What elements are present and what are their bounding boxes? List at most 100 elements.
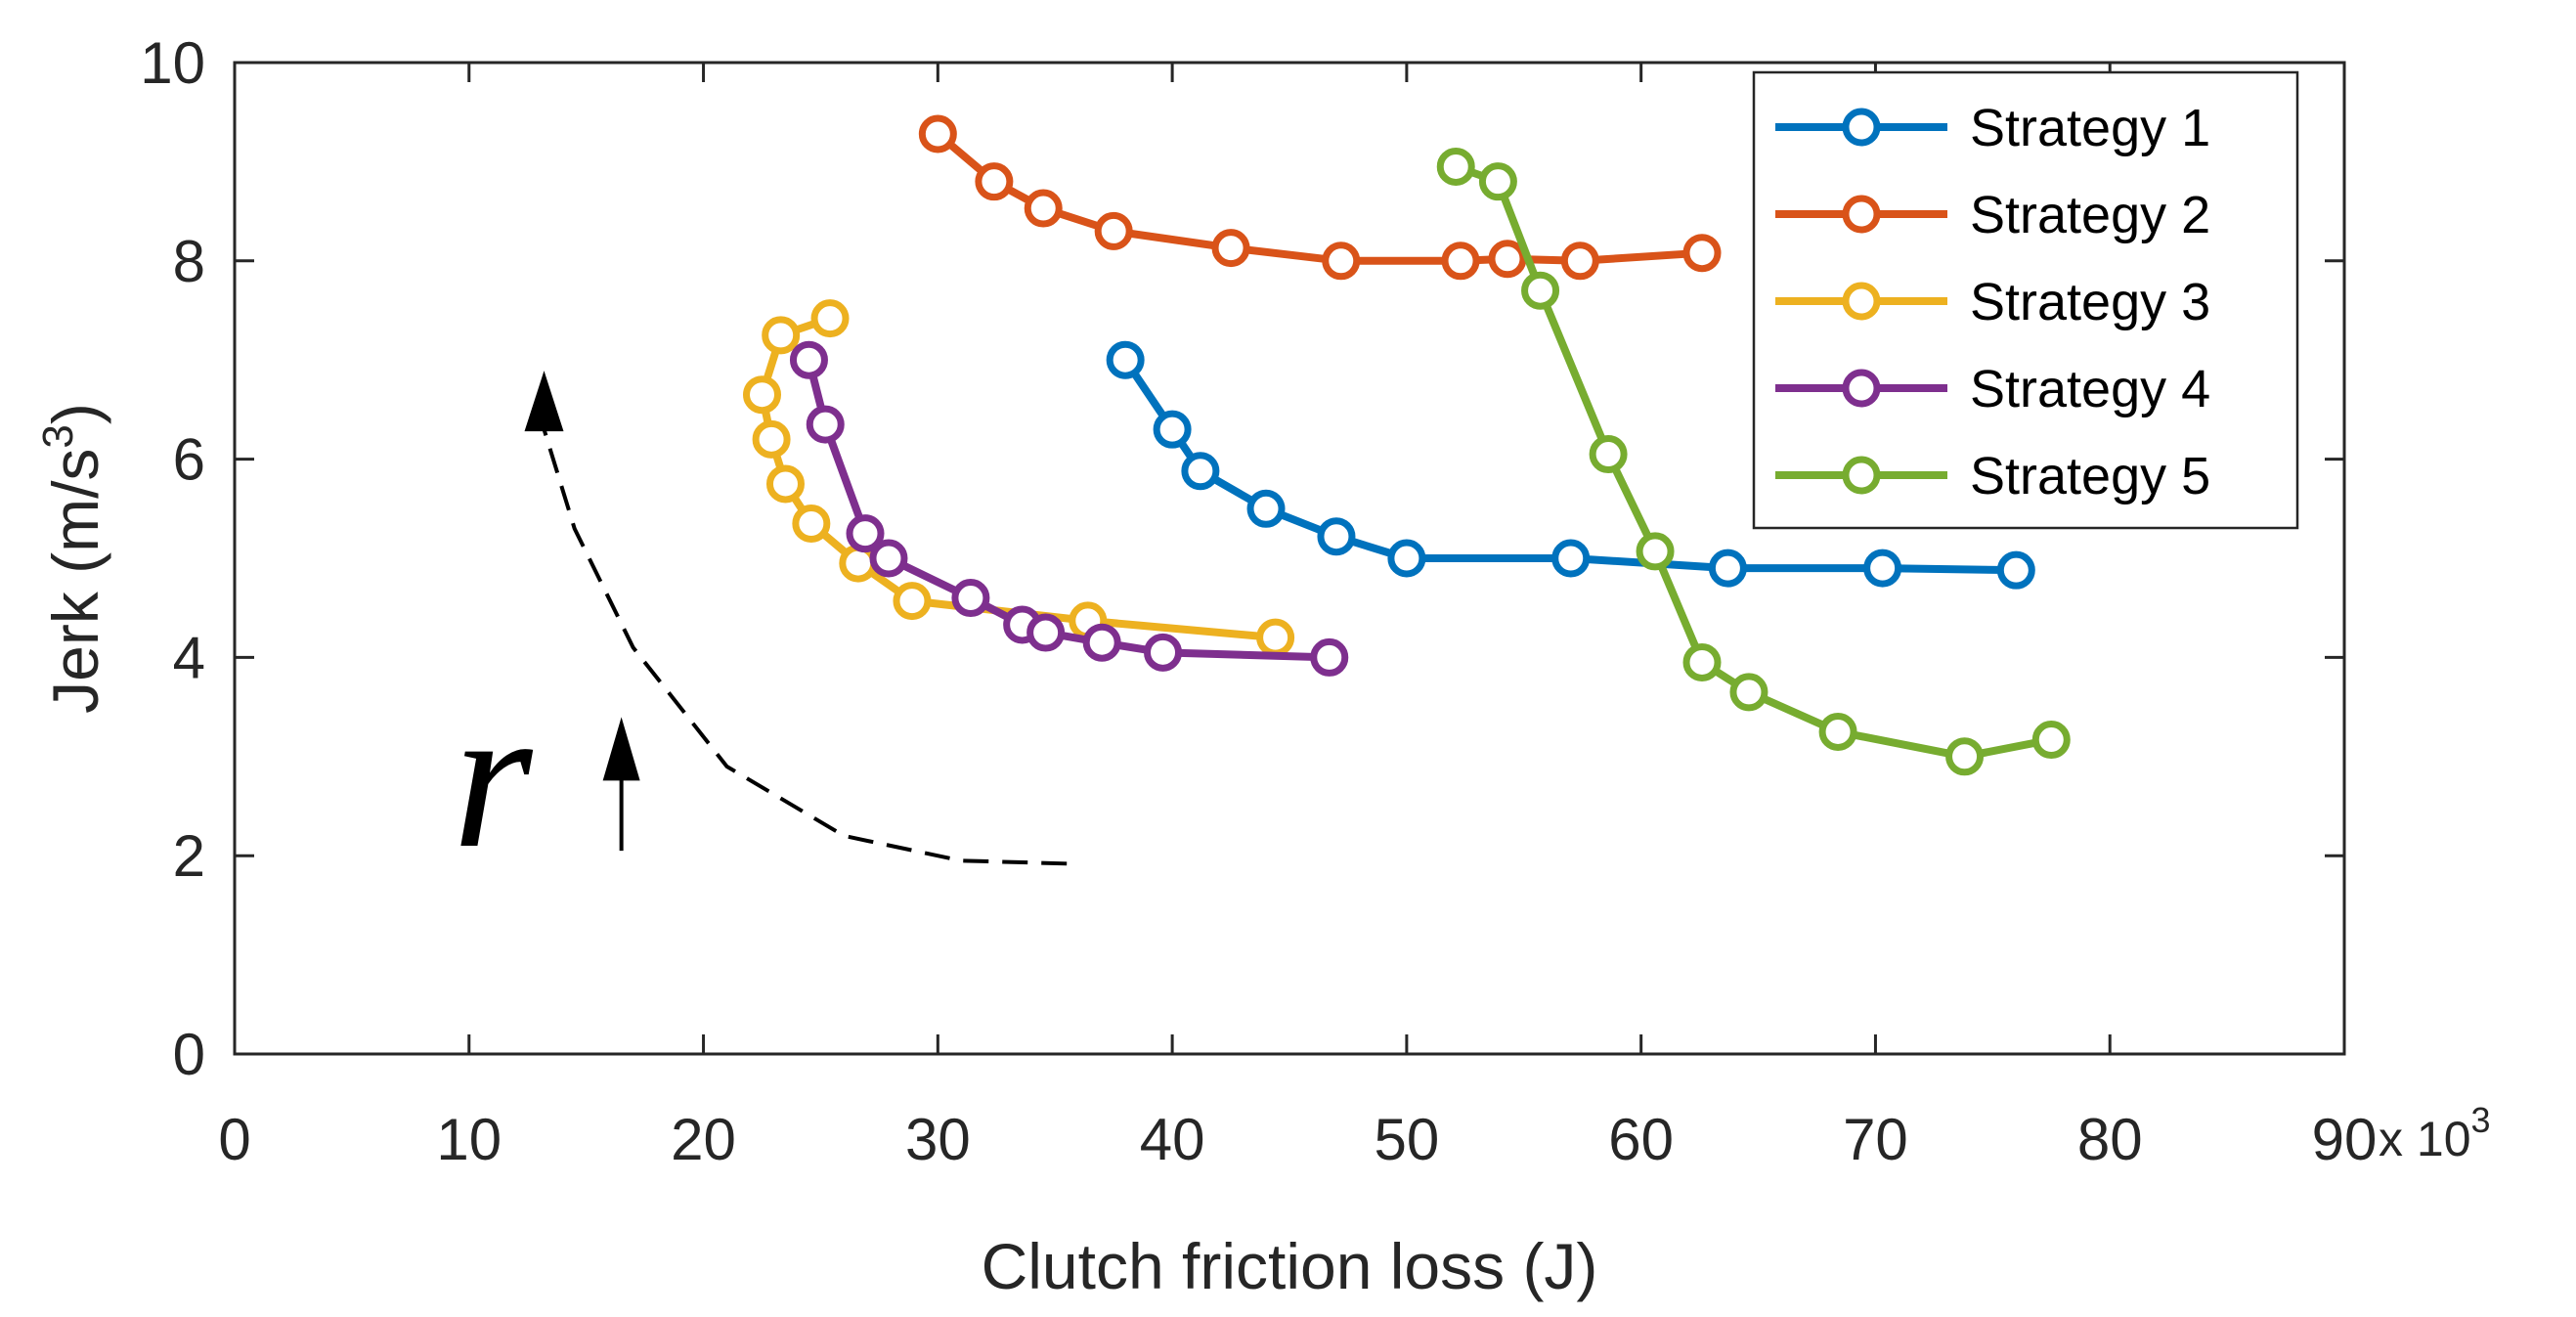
legend-label-5: Strategy 5 xyxy=(1970,447,2210,505)
x-tick-label: 80 xyxy=(2077,1107,2143,1172)
svg-text:x 103: x 103 xyxy=(2379,1100,2491,1166)
legend-marker-5 xyxy=(1842,456,1881,495)
x-tick-label: 60 xyxy=(1608,1107,1674,1172)
data-point xyxy=(1682,234,1722,273)
data-point xyxy=(1996,550,2035,590)
y-tick-label: 0 xyxy=(173,1022,205,1087)
x-tick-label: 30 xyxy=(905,1107,971,1172)
data-point xyxy=(839,544,878,583)
data-point xyxy=(918,114,957,154)
y-axis-title-suffix: ) xyxy=(39,403,111,424)
data-point xyxy=(1317,517,1356,556)
data-point xyxy=(1818,712,1857,751)
data-point xyxy=(806,405,845,444)
y-tick-label: 6 xyxy=(173,427,205,493)
x-tick-label: 0 xyxy=(218,1107,250,1172)
series-5 xyxy=(1436,147,2071,776)
x-axis-title: Clutch friction loss (J) xyxy=(982,1230,1598,1302)
series-line-2 xyxy=(935,130,1703,265)
y-axis-title: Jerk (m/s3) xyxy=(34,403,111,714)
annotations xyxy=(524,371,1068,866)
data-point xyxy=(1729,673,1768,712)
data-point xyxy=(1387,539,1426,578)
data-point xyxy=(1863,549,1902,588)
data-point xyxy=(975,162,1014,201)
data-point xyxy=(1945,737,1985,776)
data-point xyxy=(1636,532,1675,571)
data-point xyxy=(1246,489,1286,528)
x-tick-label: 10 xyxy=(436,1107,502,1172)
data-point xyxy=(1560,241,1599,281)
x-tick-label: 20 xyxy=(671,1107,736,1172)
data-point xyxy=(1478,162,1517,201)
y-axis-title-superscript: 3 xyxy=(34,424,82,448)
data-point xyxy=(1488,240,1527,279)
x-tick-label: 90 xyxy=(2312,1107,2378,1172)
legend-marker-1 xyxy=(1842,108,1881,147)
data-point xyxy=(1310,637,1349,677)
y-tick-label: 8 xyxy=(173,229,205,294)
x-tick-label: 40 xyxy=(1140,1107,1205,1172)
series-3 xyxy=(743,299,1295,657)
series-4 xyxy=(789,340,1349,677)
series-line-5 xyxy=(1454,162,2053,761)
data-point xyxy=(1024,189,1063,228)
data-point xyxy=(1181,452,1220,491)
svg-text:Jerk (m/s3): Jerk (m/s3) xyxy=(34,403,111,714)
series-1 xyxy=(1106,340,2035,590)
x-exponent: x 103 xyxy=(2379,1100,2491,1166)
data-point xyxy=(1026,613,1066,652)
x-exponent-base: x 10 xyxy=(2379,1112,2471,1166)
data-point xyxy=(792,505,831,544)
dashed-trend-arrow xyxy=(542,428,1068,866)
y-tick-label: 4 xyxy=(173,625,205,690)
data-point xyxy=(810,299,850,338)
data-point xyxy=(1094,211,1133,250)
legend-label-2: Strategy 2 xyxy=(1970,186,2210,244)
data-point xyxy=(1211,229,1250,268)
y-axis-title-main: Jerk (m/s xyxy=(39,449,111,714)
data-point xyxy=(1082,623,1121,662)
x-exponent-power: 3 xyxy=(2471,1100,2491,1140)
ticks-layer: 0 10 20 30 40 50 60 70 80 90 0 2 4 6 8 10 xyxy=(140,30,2377,1172)
data-point xyxy=(1521,271,1560,310)
legend-marker-4 xyxy=(1842,369,1881,408)
data-point xyxy=(1441,241,1480,281)
data-point xyxy=(1322,241,1361,281)
plot-frame xyxy=(233,61,2346,1056)
data-point xyxy=(893,582,932,621)
data-point xyxy=(743,375,781,415)
data-point xyxy=(752,419,791,459)
data-point xyxy=(762,316,801,355)
data-point xyxy=(765,464,805,504)
data-point xyxy=(789,340,828,379)
data-point xyxy=(1551,539,1591,578)
series-layer xyxy=(743,114,2071,776)
y-tick-label: 10 xyxy=(140,30,205,96)
up-arrow-head xyxy=(602,717,640,781)
legend: Strategy 1 Strategy 2 Strategy 3 Strategy 4… xyxy=(1752,70,2299,530)
data-point xyxy=(1144,633,1183,672)
y-tick-label: 2 xyxy=(173,823,205,889)
series-line-1 xyxy=(1121,357,2017,575)
legend-label-3: Strategy 3 xyxy=(1970,273,2210,331)
series-line-4 xyxy=(805,359,1330,662)
data-point xyxy=(1256,618,1295,657)
series-2 xyxy=(918,114,1722,281)
legend-marker-3 xyxy=(1842,282,1881,321)
legend-label-1: Strategy 1 xyxy=(1970,99,2210,157)
data-point xyxy=(1708,549,1747,588)
data-point xyxy=(1682,642,1722,681)
r-annotation-label: r xyxy=(453,664,534,891)
data-point xyxy=(869,539,908,578)
x-tick-label: 50 xyxy=(1375,1107,1440,1172)
data-point xyxy=(846,514,885,553)
data-point xyxy=(1589,435,1628,474)
data-point xyxy=(1106,340,1145,379)
x-tick-label: 70 xyxy=(1843,1107,1908,1172)
legend-marker-2 xyxy=(1842,195,1881,234)
data-point xyxy=(2031,721,2071,760)
data-point xyxy=(951,579,990,618)
data-point xyxy=(1436,147,1475,186)
